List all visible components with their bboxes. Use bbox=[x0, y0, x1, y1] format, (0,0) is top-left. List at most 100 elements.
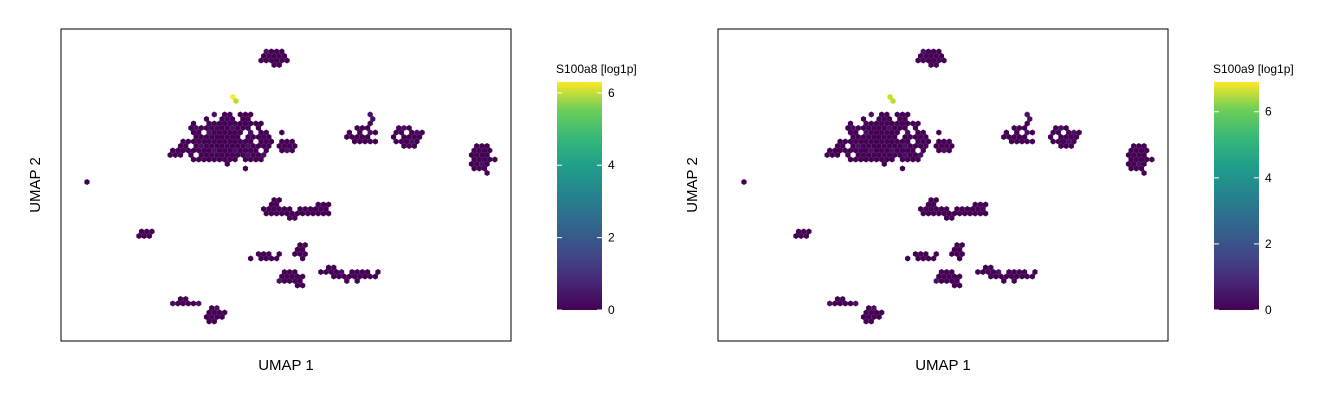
hexbin-cell bbox=[918, 251, 924, 257]
hexbin-cell bbox=[912, 251, 919, 257]
hexbin-cell bbox=[847, 138, 854, 145]
hexbin-cell bbox=[954, 242, 960, 248]
hexbin-cell bbox=[390, 134, 397, 140]
hexbin-cell bbox=[959, 251, 965, 257]
hexbin-cell bbox=[203, 125, 210, 131]
hexbin-cell bbox=[237, 120, 243, 127]
hexbin-cell bbox=[1001, 134, 1007, 140]
hexbin-cell bbox=[868, 120, 874, 127]
hexbin-cell bbox=[177, 143, 184, 149]
hexbin-cell bbox=[868, 111, 874, 118]
hexbin-cell bbox=[998, 273, 1004, 280]
hexbin-cell bbox=[416, 134, 423, 140]
hexbin-cell bbox=[897, 152, 903, 158]
hexbin-cell bbox=[897, 125, 903, 131]
hexbin-cell bbox=[905, 138, 911, 145]
hexbin-cell bbox=[894, 138, 900, 145]
hexbin-cell bbox=[294, 273, 301, 280]
hexbin-cell bbox=[222, 147, 228, 154]
hexbin-cell bbox=[944, 278, 950, 284]
hexbin-cell bbox=[1125, 161, 1132, 167]
hexbin-cell bbox=[222, 120, 228, 127]
hexbin-cell bbox=[1021, 125, 1028, 131]
hexbin-cell bbox=[915, 129, 921, 136]
hexbin-cell bbox=[925, 138, 932, 145]
hexbin-cell bbox=[925, 57, 932, 64]
colorbar-tick-label: 6 bbox=[608, 86, 615, 100]
hexbin-cell bbox=[892, 125, 898, 131]
hexbin-cell bbox=[866, 305, 872, 311]
hexbin-cell bbox=[209, 134, 215, 140]
hexbin-cell bbox=[741, 179, 747, 185]
hexbin-cell bbox=[972, 201, 978, 208]
hexbin-cell bbox=[362, 138, 368, 145]
hexbin-cell bbox=[936, 210, 942, 217]
hexbin-cell bbox=[242, 120, 249, 127]
hexbin-cell bbox=[803, 233, 809, 239]
hexbin-cell bbox=[274, 255, 280, 262]
hexbin-cell bbox=[928, 62, 934, 68]
colorbar-gradient bbox=[557, 82, 602, 310]
hexbin-cell bbox=[268, 210, 275, 217]
hexbin-cell bbox=[834, 152, 841, 158]
hexbin-cell bbox=[216, 120, 223, 127]
hexbin-cell bbox=[918, 206, 924, 212]
hexbin-cell bbox=[889, 138, 895, 145]
hexbin-cell bbox=[224, 161, 230, 167]
hexbin-cell bbox=[1063, 143, 1069, 149]
x-axis-label: UMAP 1 bbox=[915, 357, 971, 374]
hexbin-cell bbox=[326, 210, 332, 217]
hexbin-cell bbox=[206, 138, 212, 145]
hexbin-cell bbox=[274, 210, 280, 217]
hexbin-cell bbox=[1029, 138, 1035, 145]
hexbin-cell bbox=[232, 156, 238, 163]
hexbin-cell bbox=[936, 147, 942, 154]
hexbin-cell bbox=[190, 120, 197, 127]
hexbin-cell bbox=[242, 156, 249, 163]
hexbin-cell bbox=[1050, 138, 1056, 145]
hexbin-cell bbox=[222, 156, 228, 163]
hexbin-cell bbox=[214, 305, 220, 311]
hexbin-cell bbox=[214, 134, 220, 140]
hexbin-cell bbox=[170, 300, 176, 307]
hexbin-cell bbox=[281, 53, 288, 59]
hexbin-cell bbox=[936, 129, 942, 136]
hexbin-cell bbox=[203, 152, 210, 158]
hexbin-layer bbox=[84, 48, 498, 325]
hexbin-cell bbox=[949, 251, 955, 257]
hexbin-cell bbox=[879, 111, 885, 118]
hexbin-cell bbox=[957, 246, 963, 253]
hexbin-cell bbox=[258, 129, 264, 136]
hexbin-cell bbox=[484, 143, 490, 149]
hexbin-cell bbox=[409, 138, 415, 145]
hexbin-cell bbox=[946, 273, 952, 280]
hexbin-cell bbox=[248, 255, 254, 262]
hexbin-cell bbox=[224, 116, 230, 122]
hexbin-cell bbox=[183, 296, 189, 302]
hexbin-cell bbox=[1019, 138, 1025, 145]
hexbin-cell bbox=[235, 125, 241, 131]
hexbin-cell bbox=[915, 255, 921, 262]
hexbin-cell bbox=[1011, 269, 1017, 275]
hexbin-cell bbox=[279, 147, 285, 154]
hexbin-cell bbox=[227, 156, 233, 163]
hexbin-cell bbox=[193, 143, 199, 149]
hexbin-cell bbox=[931, 57, 937, 64]
hexbin-cell bbox=[938, 206, 945, 212]
hexbin-cell bbox=[245, 125, 251, 131]
hexbin-cell bbox=[983, 210, 989, 217]
hexbin-cell bbox=[946, 210, 952, 217]
hexbin-cell bbox=[1131, 152, 1137, 158]
hexbin-cell bbox=[190, 300, 197, 307]
hexbin-cell bbox=[967, 210, 973, 217]
hexbin-cell bbox=[863, 156, 869, 163]
hexbin-cell bbox=[801, 228, 807, 235]
hexbin-cell bbox=[248, 147, 254, 154]
hexbin-cell bbox=[289, 138, 295, 145]
hexbin-cell bbox=[1003, 129, 1009, 136]
hexbin-cell bbox=[1125, 152, 1132, 158]
hexbin-cell bbox=[354, 269, 360, 275]
hexbin-cell bbox=[367, 120, 373, 127]
hexbin-cell bbox=[206, 309, 212, 316]
hexbin-cell bbox=[879, 156, 885, 163]
